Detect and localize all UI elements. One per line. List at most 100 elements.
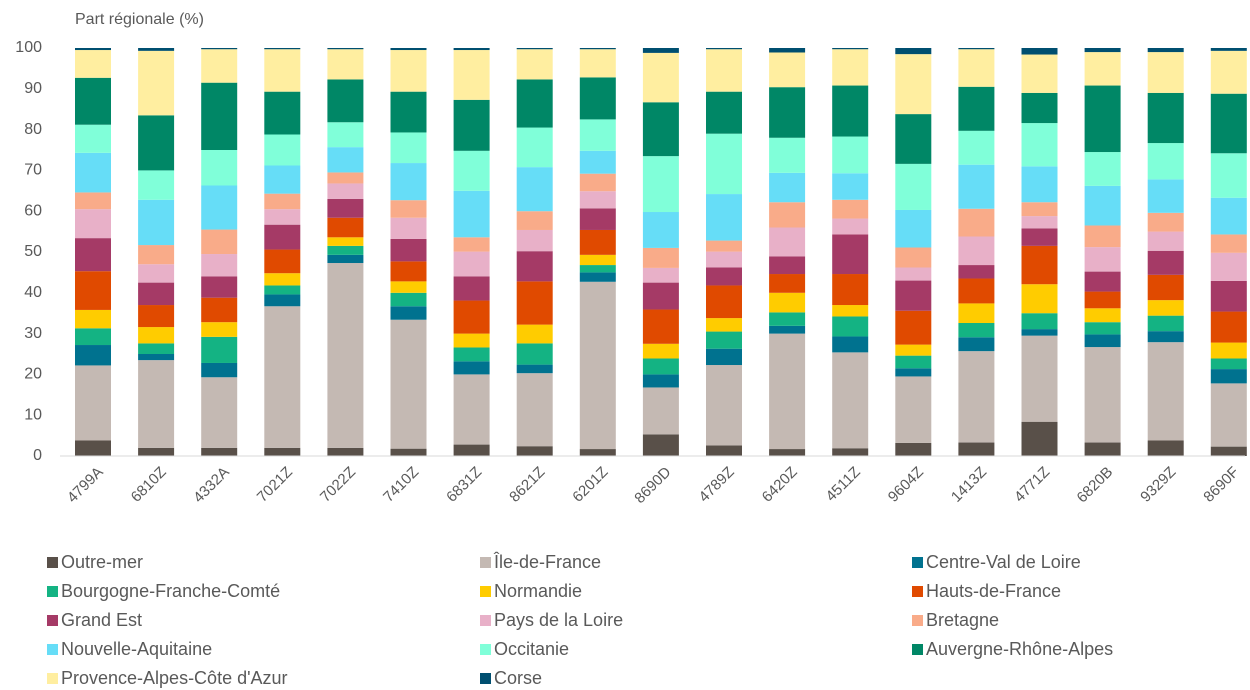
bar-segment (516, 281, 553, 325)
legend-swatch (912, 557, 923, 568)
bar-segment (832, 136, 869, 174)
bar-segment (516, 324, 553, 344)
legend-label: Pays de la Loire (494, 610, 623, 630)
bar-segment (832, 316, 869, 337)
x-tick-label: 4511Z (823, 464, 864, 505)
bar-segment (832, 274, 869, 306)
bar-segment (1210, 311, 1247, 343)
bar-segment (579, 77, 616, 120)
bar-segment (1084, 48, 1121, 53)
legend-swatch (480, 673, 491, 684)
bar-segment (390, 281, 427, 293)
bar-segment (327, 254, 364, 264)
bar-segment (1210, 93, 1247, 154)
bar-segment (706, 240, 742, 252)
bar-segment (1210, 48, 1247, 51)
bar-segment (1147, 231, 1184, 251)
bar-segment (832, 199, 869, 219)
bar-segment (1147, 315, 1184, 332)
bar-segment (453, 251, 490, 277)
bar-segment (642, 156, 679, 213)
bar-segment (1210, 446, 1247, 456)
bar-segment (201, 377, 238, 448)
bar-segment (1084, 334, 1121, 348)
bar-segment (1210, 234, 1247, 253)
bar-segment (327, 79, 364, 123)
bar-segment (1084, 291, 1121, 309)
y-tick-label: 30 (24, 325, 42, 342)
y-tick-label: 70 (24, 162, 42, 179)
bar-segment (769, 333, 806, 450)
legend-label: Grand Est (61, 610, 142, 630)
bar-segment (832, 49, 869, 86)
bar-segment (1021, 228, 1058, 246)
legend-swatch (912, 644, 923, 655)
bar-segment (201, 362, 238, 378)
bar-segment (769, 312, 806, 326)
bar-segment (516, 373, 553, 447)
bar-segment (390, 132, 427, 164)
bar-segment (138, 170, 175, 200)
bar-segment (642, 374, 679, 388)
legend-label: Centre-Val de Loire (926, 552, 1081, 572)
bar-segment (1021, 92, 1058, 124)
bar-segment (390, 292, 427, 307)
bar-segment (895, 344, 932, 356)
bar-segment (579, 449, 616, 456)
legend-label: Bourgogne-Franche-Comté (61, 581, 280, 601)
legend-swatch (480, 557, 491, 568)
bar-segment (579, 265, 616, 273)
bar-segment (1084, 52, 1121, 86)
bar-segment (1021, 202, 1058, 217)
bar-segment (1084, 308, 1121, 323)
legend-swatch (47, 644, 58, 655)
bar-segment (390, 91, 427, 133)
bar-segment (769, 256, 806, 275)
bar-segment (579, 48, 616, 50)
bar-segment (516, 364, 553, 374)
bar-segment (1147, 212, 1184, 232)
bar-segment (642, 267, 679, 283)
bar-segment (138, 354, 175, 361)
bar-segment (706, 133, 742, 195)
bar-segment (1147, 331, 1184, 343)
bar-segment (769, 52, 806, 88)
bar-segment (895, 355, 932, 369)
bar-segment (832, 218, 869, 235)
bar-segment (138, 199, 175, 246)
x-tick-label: 7022Z (317, 464, 359, 506)
legend-label: Hauts-de-France (926, 581, 1061, 601)
y-tick-label: 80 (24, 121, 42, 138)
bar-segment (201, 82, 238, 150)
bar-segment (75, 50, 111, 78)
bar-segment (1210, 153, 1247, 198)
x-tick-label: 4332A (190, 464, 233, 507)
legend-swatch (47, 557, 58, 568)
bar-segment (769, 87, 806, 138)
bar-segment (1021, 216, 1058, 229)
bar-segment (264, 447, 301, 456)
bar-segment (1021, 335, 1058, 422)
bar-segment (453, 347, 490, 362)
bar-segment (516, 79, 553, 128)
bar-segment (516, 167, 553, 212)
bar-segment (706, 285, 742, 319)
bar-segment (201, 150, 238, 186)
bar-segment (1084, 225, 1121, 248)
y-tick-label: 0 (33, 447, 42, 464)
legend-swatch (912, 615, 923, 626)
bar-segment (769, 274, 806, 293)
bar-segment (958, 351, 995, 443)
bar-segment (264, 91, 301, 135)
bar-segment (958, 130, 995, 165)
bar-segment (75, 309, 111, 329)
bar-segment (327, 263, 364, 448)
bar-segment (75, 440, 111, 456)
bar-segment (832, 48, 869, 50)
x-tick-label: 6201Z (569, 464, 611, 506)
bar-segment (516, 251, 553, 282)
bar-segment (138, 360, 175, 448)
x-tick-label: 4789Z (696, 464, 738, 506)
legend-swatch (47, 586, 58, 597)
bar-segment (1210, 280, 1247, 312)
